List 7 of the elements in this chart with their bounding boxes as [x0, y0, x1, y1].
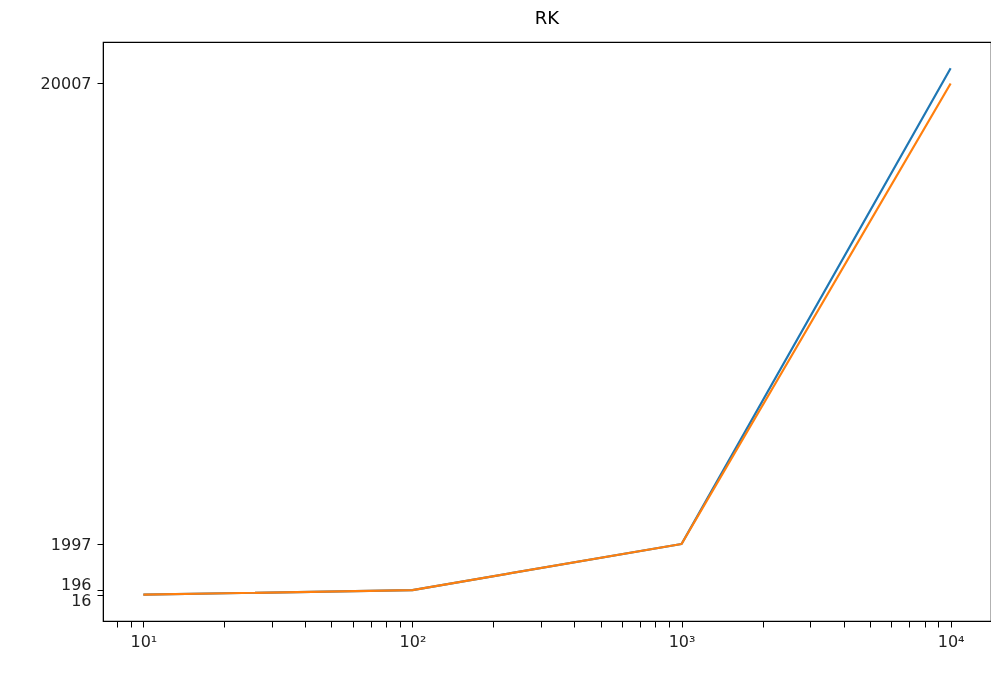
y-tick-label: 20007 [40, 73, 92, 93]
x-tick-label: 10³ [668, 631, 696, 651]
y-tick-label: 1997 [50, 534, 92, 554]
chart-title: RK [534, 7, 561, 28]
x-tick-label: 10⁴ [937, 631, 965, 651]
x-tick-label: 10¹ [130, 631, 158, 651]
x-tick-label: 10² [399, 631, 427, 651]
